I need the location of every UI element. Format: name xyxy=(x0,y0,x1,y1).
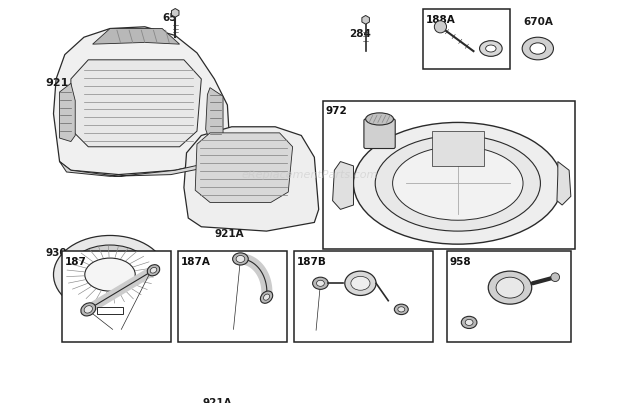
Bar xyxy=(423,9,510,69)
Ellipse shape xyxy=(53,235,167,314)
Ellipse shape xyxy=(260,291,273,303)
Text: 187A: 187A xyxy=(180,257,210,266)
Bar xyxy=(62,251,171,343)
Ellipse shape xyxy=(461,316,477,328)
Text: 601: 601 xyxy=(223,329,241,338)
Circle shape xyxy=(435,21,446,33)
Ellipse shape xyxy=(345,271,376,295)
Ellipse shape xyxy=(465,319,473,326)
Text: 284: 284 xyxy=(349,29,371,39)
Bar xyxy=(294,251,433,343)
Text: 957: 957 xyxy=(332,111,352,121)
Ellipse shape xyxy=(366,113,394,125)
Text: 930: 930 xyxy=(46,248,68,258)
Text: 188A: 188A xyxy=(426,15,456,25)
Text: 972: 972 xyxy=(326,106,347,116)
Text: 65: 65 xyxy=(162,13,177,23)
Ellipse shape xyxy=(312,277,328,289)
Ellipse shape xyxy=(353,123,562,244)
FancyBboxPatch shape xyxy=(364,119,395,149)
Polygon shape xyxy=(206,87,223,141)
Polygon shape xyxy=(97,307,123,314)
Polygon shape xyxy=(92,29,180,44)
Polygon shape xyxy=(60,162,215,177)
Text: 187B: 187B xyxy=(297,257,327,266)
Text: 601: 601 xyxy=(397,314,414,322)
Ellipse shape xyxy=(485,45,496,52)
Ellipse shape xyxy=(522,37,554,60)
Ellipse shape xyxy=(375,135,541,231)
Ellipse shape xyxy=(81,303,95,316)
Ellipse shape xyxy=(66,245,154,304)
Ellipse shape xyxy=(232,253,248,265)
Bar xyxy=(178,251,286,343)
Ellipse shape xyxy=(351,276,370,290)
Text: 670A: 670A xyxy=(523,17,553,27)
Bar xyxy=(448,251,571,343)
Bar xyxy=(323,101,575,249)
Text: 240: 240 xyxy=(336,329,353,338)
Text: 601: 601 xyxy=(108,329,125,338)
Ellipse shape xyxy=(496,277,524,298)
Polygon shape xyxy=(60,83,75,141)
Ellipse shape xyxy=(392,146,523,220)
Ellipse shape xyxy=(398,307,405,312)
Polygon shape xyxy=(53,27,230,174)
Circle shape xyxy=(551,273,559,282)
Ellipse shape xyxy=(530,43,546,54)
Ellipse shape xyxy=(394,304,408,315)
Text: 958: 958 xyxy=(450,257,472,266)
Text: 601: 601 xyxy=(308,329,325,338)
Polygon shape xyxy=(184,127,319,231)
Ellipse shape xyxy=(317,280,324,286)
Text: 601A: 601A xyxy=(456,329,479,338)
Polygon shape xyxy=(71,60,202,147)
Polygon shape xyxy=(557,162,571,205)
Ellipse shape xyxy=(236,256,245,262)
Text: 187: 187 xyxy=(65,257,87,266)
Ellipse shape xyxy=(85,258,135,291)
Ellipse shape xyxy=(264,294,270,300)
Bar xyxy=(432,131,484,166)
Ellipse shape xyxy=(150,268,157,273)
Ellipse shape xyxy=(479,41,502,56)
Ellipse shape xyxy=(148,265,160,276)
Text: 921: 921 xyxy=(46,78,69,88)
Text: 921A: 921A xyxy=(202,398,232,403)
Polygon shape xyxy=(195,133,293,202)
Text: eReplacementParts.com: eReplacementParts.com xyxy=(242,170,378,180)
Ellipse shape xyxy=(84,305,92,313)
Ellipse shape xyxy=(488,271,532,304)
Text: 921A: 921A xyxy=(215,229,244,239)
Polygon shape xyxy=(332,162,353,210)
